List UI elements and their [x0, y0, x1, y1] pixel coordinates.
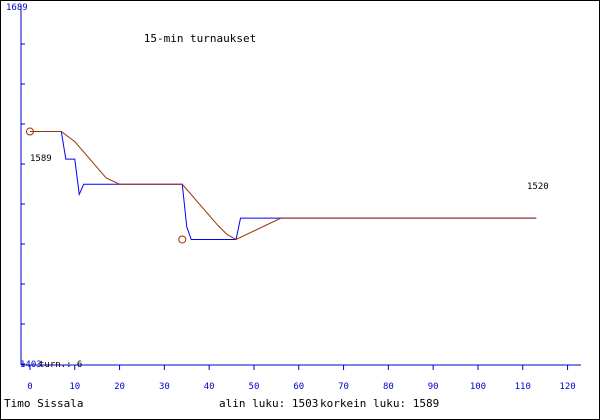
x-tick-label: 40	[204, 382, 215, 392]
x-tick-label: 80	[383, 382, 394, 392]
x-tick-label: 120	[559, 382, 575, 392]
markers-group	[25, 127, 187, 244]
x-tick-label: 20	[114, 382, 125, 392]
chart-title: 15-min turnaukset	[144, 32, 257, 45]
point-marker	[178, 235, 187, 244]
x-tick-label: 0	[27, 382, 32, 392]
series-line-blue	[29, 131, 537, 240]
x-tick-label: 70	[338, 382, 349, 392]
y-ticks-group	[21, 43, 25, 365]
end-value-label: 1520	[527, 182, 549, 192]
author-name: Timo Sissala	[4, 397, 83, 410]
series-line-red	[29, 131, 537, 241]
x-tick-label: 100	[470, 382, 486, 392]
x-tick-label: 30	[159, 382, 170, 392]
y-bottom-label: 1403	[20, 360, 42, 370]
axes-group	[20, 6, 581, 366]
game-count-label: turn.: 6	[39, 360, 82, 370]
x-ticks-group: 0 10 20 30 40 50 60 70 80 90 100 110 120	[27, 365, 576, 392]
x-tick-label: 50	[249, 382, 260, 392]
x-tick-label: 60	[293, 382, 304, 392]
x-tick-label: 110	[515, 382, 531, 392]
x-tick-label: 10	[69, 382, 80, 392]
lowest-rating-label: alin luku: 1503	[219, 397, 318, 410]
y-top-label: 1689	[6, 3, 28, 13]
series-group	[29, 131, 537, 241]
start-value-label: 1589	[30, 154, 52, 164]
point-marker	[25, 127, 34, 136]
highest-rating-label: korkein luku: 1589	[320, 397, 439, 410]
x-tick-label: 90	[428, 382, 439, 392]
